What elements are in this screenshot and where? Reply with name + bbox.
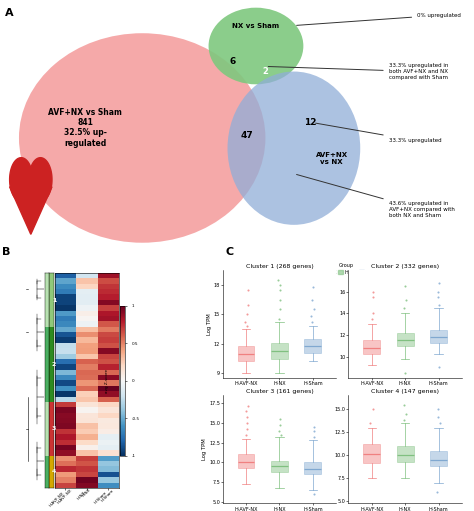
PathPatch shape (238, 454, 255, 468)
Text: 33.3% upregulated in
both AVF+NX and NX
compared with Sham: 33.3% upregulated in both AVF+NX and NX … (268, 63, 448, 80)
Y-axis label: Log TPM: Log TPM (207, 313, 212, 335)
Text: 1: 1 (52, 298, 56, 303)
Text: 12: 12 (304, 118, 317, 127)
Text: H-AVF-NX: H-AVF-NX (57, 488, 73, 505)
PathPatch shape (430, 451, 447, 467)
Title: Cluster 1 (268 genes): Cluster 1 (268 genes) (246, 264, 313, 269)
PathPatch shape (304, 462, 321, 474)
PathPatch shape (271, 343, 288, 359)
Ellipse shape (19, 33, 265, 243)
Text: 2: 2 (52, 362, 56, 367)
PathPatch shape (364, 444, 380, 463)
Polygon shape (9, 187, 52, 235)
Text: 2: 2 (263, 67, 268, 76)
PathPatch shape (364, 340, 380, 355)
Text: 0% upregulated: 0% upregulated (297, 13, 461, 26)
Text: 33.3% upregulated: 33.3% upregulated (316, 123, 441, 143)
PathPatch shape (271, 461, 288, 472)
PathPatch shape (304, 339, 321, 353)
Text: H-Sham: H-Sham (100, 488, 115, 502)
Polygon shape (29, 158, 52, 201)
Ellipse shape (228, 72, 360, 225)
Text: NX vs Sham: NX vs Sham (232, 22, 280, 29)
Ellipse shape (209, 8, 303, 84)
Text: AVF+NX
vs NX: AVF+NX vs NX (316, 152, 348, 165)
Y-axis label: avg Z-score: avg Z-score (105, 369, 109, 392)
PathPatch shape (238, 346, 255, 361)
Text: 43.6% upregulated in
AVF+NX compared with
both NX and Sham: 43.6% upregulated in AVF+NX compared wit… (297, 174, 455, 218)
Text: H-NX: H-NX (82, 488, 91, 498)
Text: 6: 6 (229, 57, 236, 66)
Polygon shape (9, 158, 33, 201)
Title: Cluster 4 (147 genes): Cluster 4 (147 genes) (371, 389, 439, 394)
Text: B: B (2, 247, 11, 258)
Text: 3: 3 (52, 427, 56, 431)
PathPatch shape (397, 446, 413, 462)
PathPatch shape (430, 330, 447, 342)
Text: A: A (5, 8, 13, 18)
Text: AVF+NX vs Sham
841
32.5% up-
regulated: AVF+NX vs Sham 841 32.5% up- regulated (48, 108, 122, 148)
Text: C: C (225, 247, 233, 258)
Title: Cluster 2 (332 genes): Cluster 2 (332 genes) (371, 264, 439, 269)
Y-axis label: Log TPM: Log TPM (202, 438, 207, 460)
Text: 4: 4 (52, 470, 56, 474)
Title: Cluster 3 (161 genes): Cluster 3 (161 genes) (246, 389, 313, 394)
PathPatch shape (397, 333, 413, 346)
Legend: H-AVF-NX, H-NX, H-Sham: H-AVF-NX, H-NX, H-Sham (307, 263, 385, 275)
Text: 47: 47 (240, 131, 253, 140)
